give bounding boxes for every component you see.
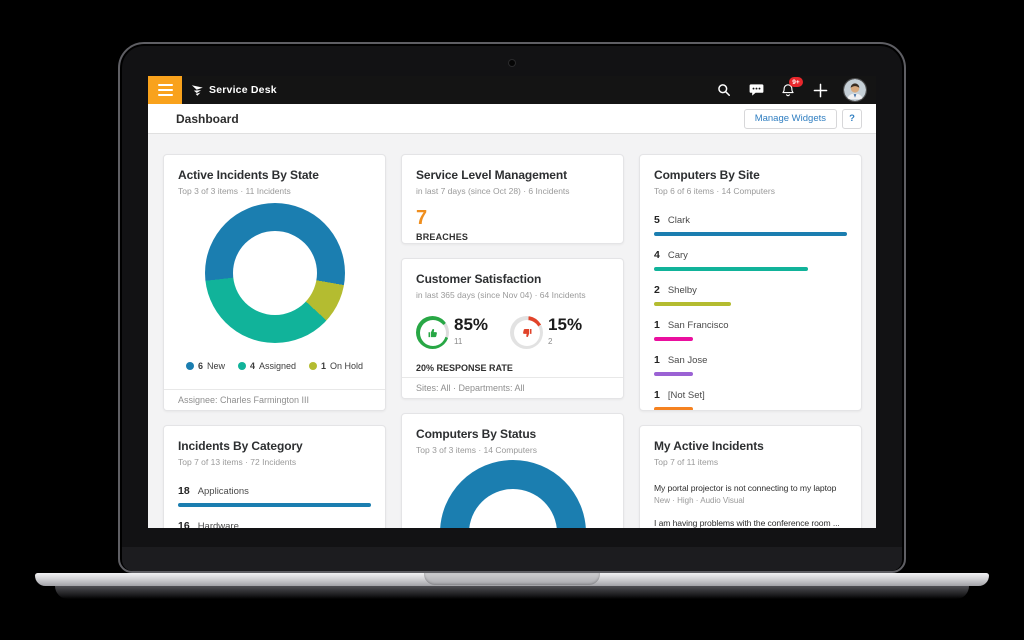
widget-subtitle: in last 7 days (since Oct 28) · 6 Incide… xyxy=(416,186,570,196)
widget-title: Service Level Management xyxy=(416,168,568,182)
widget-my-active-incidents[interactable]: My Active Incidents Top 7 of 11 items My… xyxy=(639,425,862,528)
positive-count: 11 xyxy=(454,336,463,346)
site-bar xyxy=(654,267,809,271)
top-navbar: Service Desk 9+ xyxy=(148,76,876,104)
site-row-shelby[interactable]: 2 Shelby xyxy=(654,284,847,306)
solarwinds-logo-icon xyxy=(191,84,204,97)
manage-widgets-button[interactable]: Manage Widgets xyxy=(743,108,837,129)
widget-service-level-management[interactable]: Service Level Management in last 7 days … xyxy=(401,154,624,244)
site-row-cary[interactable]: 4 Cary xyxy=(654,249,847,271)
widget-title: Customer Satisfaction xyxy=(416,272,542,286)
add-new-plus-icon[interactable] xyxy=(812,82,828,98)
widget-computers-by-status[interactable]: Computers By Status Top 3 of 3 items · 1… xyxy=(401,413,624,528)
help-button[interactable]: ? xyxy=(842,108,862,129)
legend-dot xyxy=(185,362,194,370)
laptop-webcam xyxy=(509,60,515,66)
site-row-san-francisco[interactable]: 1 San Francisco xyxy=(654,319,847,341)
site-row-clark[interactable]: 5 Clark xyxy=(654,214,847,236)
site-bar xyxy=(654,407,693,410)
laptop-base-shadow xyxy=(55,586,969,599)
laptop-bezel-bottom xyxy=(122,547,902,571)
page-header: Dashboard Manage Widgets ? xyxy=(148,104,876,134)
widget-subtitle: in last 365 days (since Nov 04) · 64 Inc… xyxy=(416,290,586,300)
widget-customer-satisfaction[interactable]: Customer Satisfaction in last 365 days (… xyxy=(401,258,624,399)
widget-computers-by-site[interactable]: Computers By Site Top 6 of 6 items · 14 … xyxy=(639,154,862,411)
site-row-not-set[interactable]: 1 [Not Set] xyxy=(654,389,847,410)
widget-subtitle: Top 3 of 3 items · 14 Computers xyxy=(416,445,537,455)
chart-legend: 6 New 4 Assigned 1 On Hold xyxy=(164,361,385,371)
widget-title: My Active Incidents xyxy=(654,439,764,453)
menu-button[interactable] xyxy=(148,76,182,104)
widget-incidents-by-category[interactable]: Incidents By Category Top 7 of 13 items … xyxy=(163,425,386,528)
breaches-label: BREACHES xyxy=(416,232,469,242)
incident-item[interactable]: I am having problems with the conference… xyxy=(654,518,840,528)
thumbs-up-ring xyxy=(416,316,449,349)
notifications-badge: 9+ xyxy=(789,77,803,87)
category-bar xyxy=(178,503,371,507)
incident-item[interactable]: My portal projector is not connecting to… xyxy=(654,483,837,505)
app-brand[interactable]: Service Desk xyxy=(191,84,277,97)
legend-item-assigned: 4 Assigned xyxy=(237,361,296,371)
category-row-applications[interactable]: 18 Applications xyxy=(178,485,371,507)
thumbs-down-ring xyxy=(510,316,544,349)
response-rate: 20% RESPONSE RATE xyxy=(416,363,513,373)
incidents-by-state-donut-chart[interactable] xyxy=(205,203,345,343)
widget-subtitle: Top 6 of 6 items · 14 Computers xyxy=(654,186,775,196)
site-bar xyxy=(654,232,847,236)
widget-subtitle: Top 7 of 13 items · 72 Incidents xyxy=(178,457,297,467)
site-bar xyxy=(654,372,693,376)
chat-icon[interactable] xyxy=(748,82,764,98)
app-title: Service Desk xyxy=(209,84,277,96)
widget-title: Active Incidents By State xyxy=(178,168,319,182)
widget-active-incidents-by-state[interactable]: Active Incidents By State Top 3 of 3 ite… xyxy=(163,154,386,411)
legend-item-on-hold: 1 On Hold xyxy=(309,361,363,371)
legend-item-new: 6 New xyxy=(185,361,225,371)
positive-percent: 85% xyxy=(454,315,489,334)
site-bar xyxy=(654,302,732,306)
widget-title: Computers By Status xyxy=(416,427,537,441)
laptop-screen: Service Desk 9+ xyxy=(148,76,876,528)
legend-dot xyxy=(237,362,246,370)
widget-filter-footer[interactable]: Assignee: Charles Farmington III xyxy=(164,389,385,410)
widget-title: Computers By Site xyxy=(654,168,760,182)
laptop-lid-notch xyxy=(424,573,600,585)
category-row-hardware[interactable]: 16 Hardware xyxy=(178,520,239,528)
widget-subtitle: Top 7 of 11 items xyxy=(654,457,719,467)
widget-filter-footer[interactable]: Sites: All · Departments: All xyxy=(402,377,623,398)
site-row-san-jose[interactable]: 1 San Jose xyxy=(654,354,847,376)
user-avatar[interactable] xyxy=(844,79,866,101)
site-bar xyxy=(654,337,693,341)
search-icon[interactable] xyxy=(716,82,732,98)
page-title: Dashboard xyxy=(176,111,239,126)
legend-dot xyxy=(309,362,318,370)
breaches-count: 7 xyxy=(416,207,428,229)
negative-percent: 15% xyxy=(548,315,583,334)
satisfaction-positive: 85% 11 xyxy=(416,315,489,349)
widget-subtitle: Top 3 of 3 items · 11 Incidents xyxy=(178,186,291,196)
notifications-bell-icon[interactable]: 9+ xyxy=(780,77,803,98)
satisfaction-negative: 15% 2 xyxy=(510,315,583,349)
negative-count: 2 xyxy=(548,336,553,346)
widget-title: Incidents By Category xyxy=(178,439,303,453)
computers-by-status-donut-chart[interactable] xyxy=(440,460,586,528)
